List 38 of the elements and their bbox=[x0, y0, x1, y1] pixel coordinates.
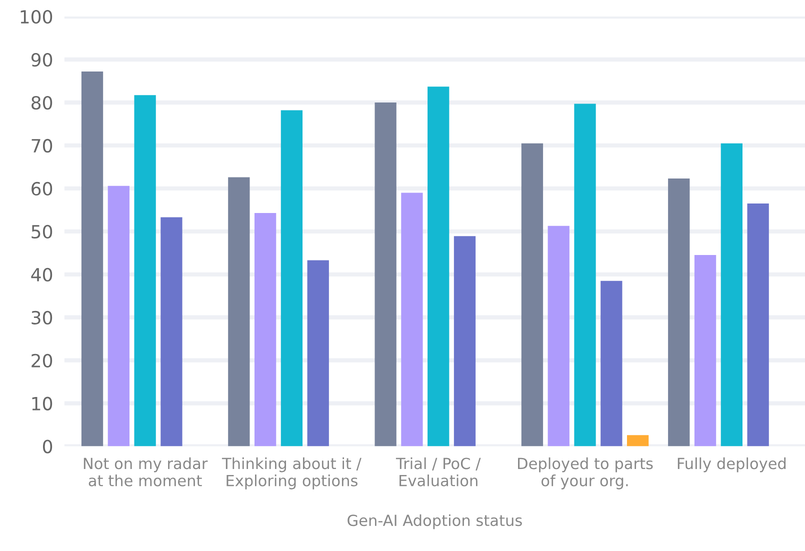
y-tick-label: 90 bbox=[31, 52, 52, 67]
y-tick-label: 100 bbox=[20, 10, 52, 24]
y-tick-label: 60 bbox=[32, 182, 52, 196]
bar bbox=[254, 212, 276, 446]
bar bbox=[307, 260, 329, 446]
y-tick-label: 50 bbox=[32, 224, 52, 239]
bar bbox=[720, 143, 742, 446]
y-tick-label: 70 bbox=[32, 138, 52, 153]
bar bbox=[548, 226, 570, 446]
y-tick-label: 10 bbox=[32, 396, 52, 410]
bar bbox=[160, 217, 182, 446]
bar bbox=[81, 72, 104, 446]
x-axis-title: Gen-AI Adoption status bbox=[348, 514, 522, 530]
bar bbox=[134, 95, 156, 446]
bar bbox=[600, 280, 622, 446]
bar bbox=[668, 178, 690, 446]
y-tick-label: 40 bbox=[31, 268, 52, 282]
x-tick-label: Trial / PoC / Evaluation bbox=[396, 457, 481, 486]
bar bbox=[108, 186, 130, 446]
bar bbox=[574, 104, 596, 446]
bar bbox=[228, 177, 250, 446]
bar bbox=[694, 255, 716, 446]
y-tick-label: 80 bbox=[32, 96, 52, 110]
bar bbox=[747, 203, 769, 446]
bar bbox=[374, 102, 396, 446]
bar bbox=[280, 110, 303, 446]
bar bbox=[454, 236, 476, 446]
bar bbox=[626, 435, 649, 446]
bar bbox=[401, 192, 423, 446]
x-tick-label: Thinking about it / Exploring options bbox=[222, 457, 362, 490]
y-tick-label: 30 bbox=[32, 310, 52, 324]
bar bbox=[521, 143, 544, 446]
y-tick-label: 20 bbox=[32, 354, 52, 368]
x-tick-label: Not on my radar at the moment bbox=[84, 457, 208, 486]
bar bbox=[428, 86, 450, 446]
y-tick-label: 0 bbox=[42, 440, 52, 454]
x-tick-label: Deployed to parts of your org. bbox=[518, 457, 653, 490]
x-tick-label: Fully deployed bbox=[678, 457, 786, 472]
